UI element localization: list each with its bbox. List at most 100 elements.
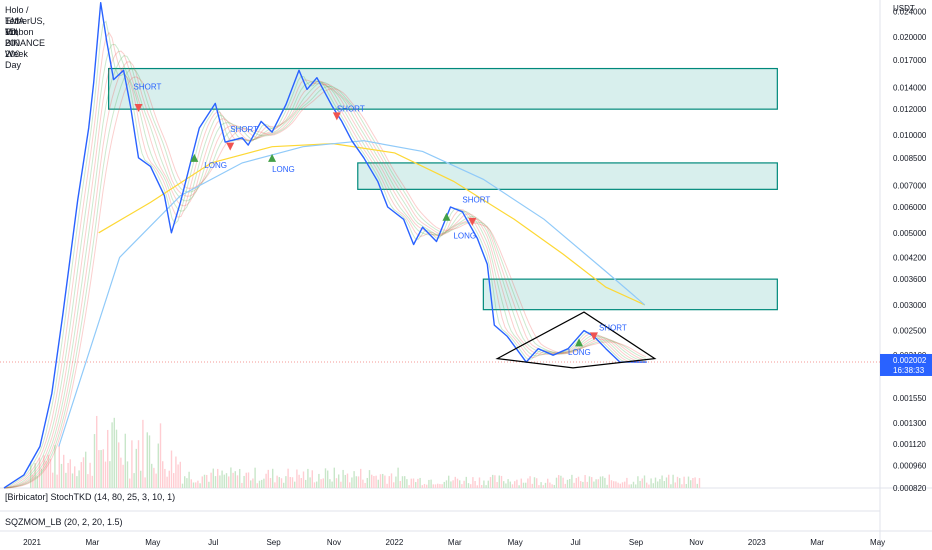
- volume-bar: [45, 461, 47, 488]
- volume-bar: [153, 467, 155, 488]
- symbol-title[interactable]: Holo / TetherUS, 1D, BINANCE: [5, 5, 46, 48]
- volume-bar: [538, 485, 540, 488]
- volume-bar: [624, 481, 626, 488]
- volume-bar: [522, 482, 525, 488]
- volume-bar: [663, 481, 665, 488]
- price-tick-label: 0.001550: [893, 394, 927, 403]
- volume-bar: [320, 479, 322, 488]
- volume-bar: [463, 480, 465, 488]
- volume-bar: [80, 462, 82, 488]
- volume-bar: [562, 477, 564, 488]
- sqzmom-indicator-label[interactable]: SQZMOM_LB (20, 2, 20, 1.5): [5, 517, 123, 527]
- volume-bar: [542, 485, 544, 488]
- moving-averages: [58, 140, 646, 447]
- study-200-week[interactable]: 200 Week: [5, 38, 28, 59]
- volume-bar: [470, 484, 472, 488]
- volume-bar: [133, 473, 135, 488]
- volume-bar: [401, 476, 404, 488]
- volume-bar: [610, 480, 613, 488]
- time-axis[interactable]: 2021 Mar May Jul Sep Nov 2022 Mar May Jul Sep Nov 20…: [23, 538, 885, 547]
- volume-bar: [478, 477, 481, 488]
- volume-bar: [265, 473, 267, 488]
- volume-bar: [393, 482, 395, 488]
- volume-bar: [146, 432, 148, 488]
- resistance-zone: [482, 278, 778, 311]
- price-tick-label: 0.000960: [893, 462, 927, 471]
- volume-bar: [225, 473, 228, 488]
- volume-bar: [291, 477, 294, 488]
- study-ema-ribbon[interactable]: EMA Ribbon: [5, 16, 34, 37]
- volume-bar: [485, 485, 487, 488]
- price-tick-label: 0.008500: [893, 154, 927, 163]
- volume-bar: [569, 479, 571, 488]
- volume-bar: [168, 470, 170, 488]
- volume-bar: [498, 475, 500, 488]
- volume-bar: [276, 475, 278, 488]
- volume-bar: [472, 477, 474, 488]
- volume-bar: [643, 475, 646, 488]
- time-tick-label: Jul: [208, 538, 218, 547]
- time-tick-label: Jul: [570, 538, 580, 547]
- volume-bar: [681, 484, 683, 488]
- volume-bar: [309, 477, 311, 488]
- volume-bar: [137, 440, 140, 488]
- volume-bar: [692, 477, 694, 488]
- volume-bar: [386, 483, 388, 488]
- volume-bar: [335, 478, 338, 488]
- volume-bar: [272, 468, 274, 488]
- study-volume[interactable]: Vol: [5, 27, 18, 37]
- volume-bar: [630, 484, 632, 488]
- signal-label: SHORT: [230, 125, 258, 134]
- volume-bar: [258, 480, 261, 488]
- volume-bar: [157, 443, 159, 488]
- time-tick-label: 2023: [748, 538, 766, 547]
- volume-bar: [445, 480, 448, 488]
- volume-bar: [164, 468, 166, 488]
- volume-bar: [465, 476, 467, 488]
- resistance-zone: [108, 67, 778, 110]
- volume-bar: [151, 463, 153, 488]
- price-tick-label: 0.003600: [893, 275, 927, 284]
- signal-label: SHORT: [134, 82, 162, 91]
- volume-bar: [555, 477, 558, 488]
- volume-bar: [606, 484, 608, 488]
- volume-bar: [604, 477, 606, 488]
- volume-bar: [571, 474, 573, 488]
- volume-bar: [324, 468, 327, 488]
- volume-bar: [302, 471, 305, 488]
- resistance-zone: [357, 162, 778, 190]
- volume-bar: [67, 462, 69, 488]
- study-200-day[interactable]: 200 Day: [5, 49, 22, 70]
- volume-bar: [173, 473, 175, 488]
- volume-bar: [549, 482, 551, 488]
- volume-bar: [338, 474, 340, 488]
- volume-bar: [355, 476, 357, 488]
- volume-bar: [32, 474, 34, 488]
- volume-bar: [500, 475, 503, 488]
- volume-bar: [527, 478, 529, 488]
- signal-markers: SHORT LONG SHORT LONG SHORT SHORT LONG LONG SHOR…: [134, 82, 627, 357]
- volume-bar: [34, 463, 36, 488]
- volume-bar: [223, 474, 225, 488]
- volume-bar: [536, 478, 538, 488]
- price-tick-label: 0.024000: [893, 7, 927, 16]
- volume-bar: [351, 477, 353, 488]
- volume-bar: [38, 457, 41, 488]
- ema-ribbon-line: [3, 68, 647, 489]
- volume-bar: [107, 429, 109, 488]
- volume-bar: [89, 462, 91, 488]
- volume-bar: [54, 445, 56, 488]
- stoch-indicator-label[interactable]: [Birbicator] StochTKD (14, 80, 25, 3, 10…: [5, 492, 176, 502]
- volume-bar: [221, 470, 223, 488]
- volume-bar: [131, 440, 133, 488]
- volume-bar: [349, 482, 351, 488]
- volume-bar: [219, 475, 221, 488]
- volume-bar: [397, 467, 399, 488]
- volume-bar: [670, 484, 672, 488]
- volume-bar: [379, 474, 382, 488]
- volume-bar: [665, 477, 668, 488]
- price-tick-label: 0.020000: [893, 33, 927, 42]
- price-tick-label: 0.007000: [893, 181, 927, 190]
